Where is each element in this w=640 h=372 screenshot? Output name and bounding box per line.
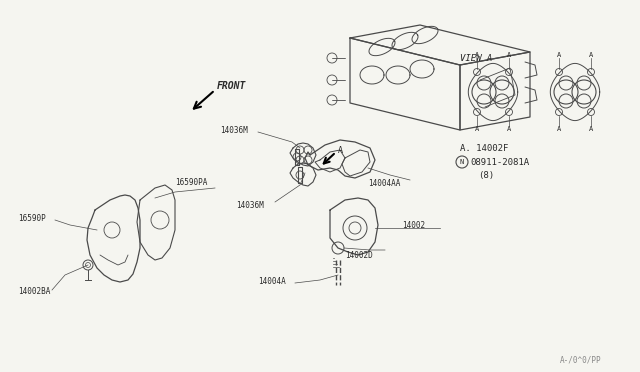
Text: A: A: [507, 52, 511, 58]
Text: A-/0^0/PP: A-/0^0/PP: [560, 356, 602, 365]
Text: 08911-2081A: 08911-2081A: [470, 157, 529, 167]
Text: A: A: [475, 126, 479, 132]
Text: FRONT: FRONT: [217, 81, 246, 91]
Text: 14002BA: 14002BA: [18, 288, 51, 296]
Text: A: A: [338, 145, 343, 154]
Text: 14004AA: 14004AA: [368, 179, 401, 187]
Text: A. 14002F: A. 14002F: [460, 144, 508, 153]
Text: 14004A: 14004A: [258, 278, 285, 286]
Text: A: A: [507, 126, 511, 132]
Text: A: A: [589, 52, 593, 58]
Text: A: A: [557, 126, 561, 132]
Text: 14036M: 14036M: [220, 125, 248, 135]
Text: A: A: [589, 126, 593, 132]
Text: N: N: [460, 159, 464, 165]
Text: VIEW A: VIEW A: [460, 54, 492, 62]
Text: 14002: 14002: [402, 221, 425, 230]
Text: 16590P: 16590P: [18, 214, 45, 222]
Text: 14036M: 14036M: [236, 201, 264, 209]
Text: (8): (8): [478, 170, 494, 180]
Text: 16590PA: 16590PA: [175, 177, 207, 186]
Text: A: A: [557, 52, 561, 58]
Text: A: A: [475, 52, 479, 58]
Text: 14002D: 14002D: [345, 250, 372, 260]
